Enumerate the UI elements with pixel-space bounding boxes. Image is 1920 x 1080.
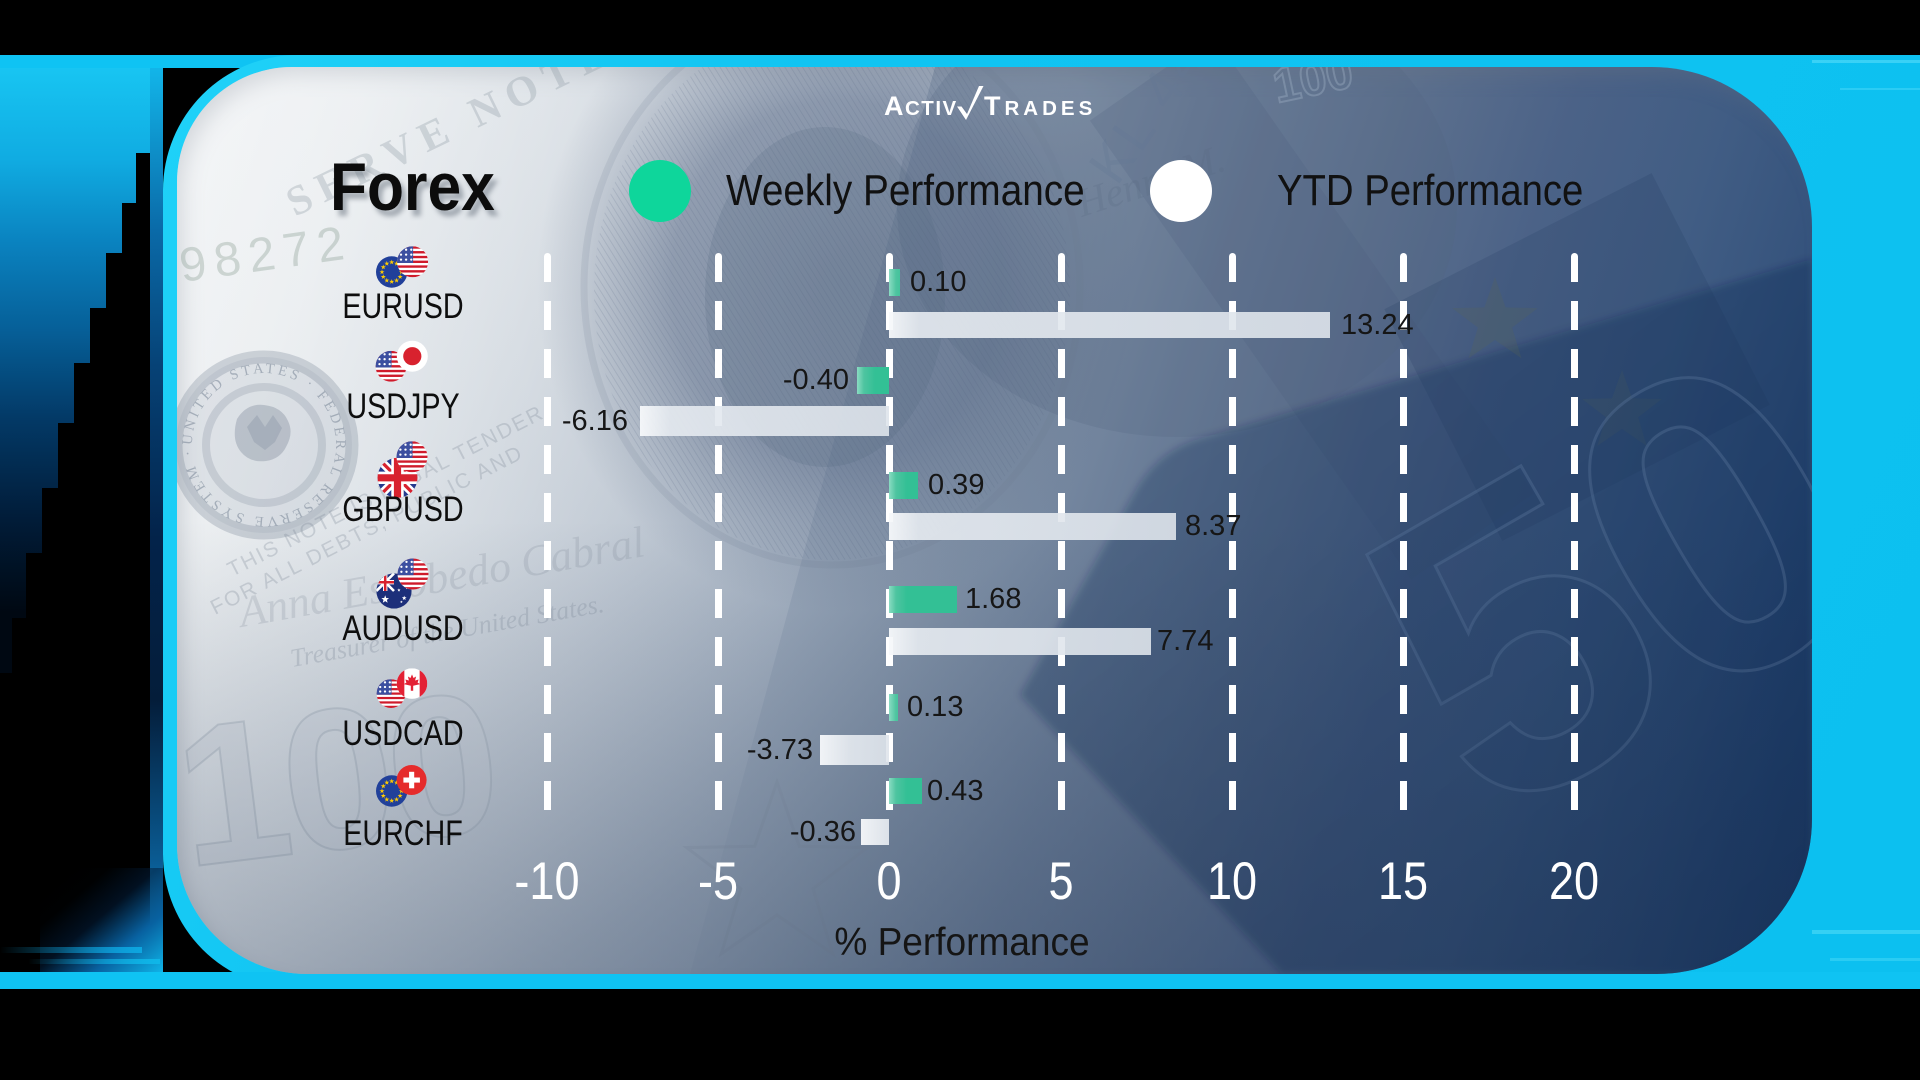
svg-text:100: 100 (177, 650, 506, 910)
svg-text:ACTIV: ACTIV (884, 91, 958, 121)
svg-text:TRADES: TRADES (984, 91, 1096, 121)
